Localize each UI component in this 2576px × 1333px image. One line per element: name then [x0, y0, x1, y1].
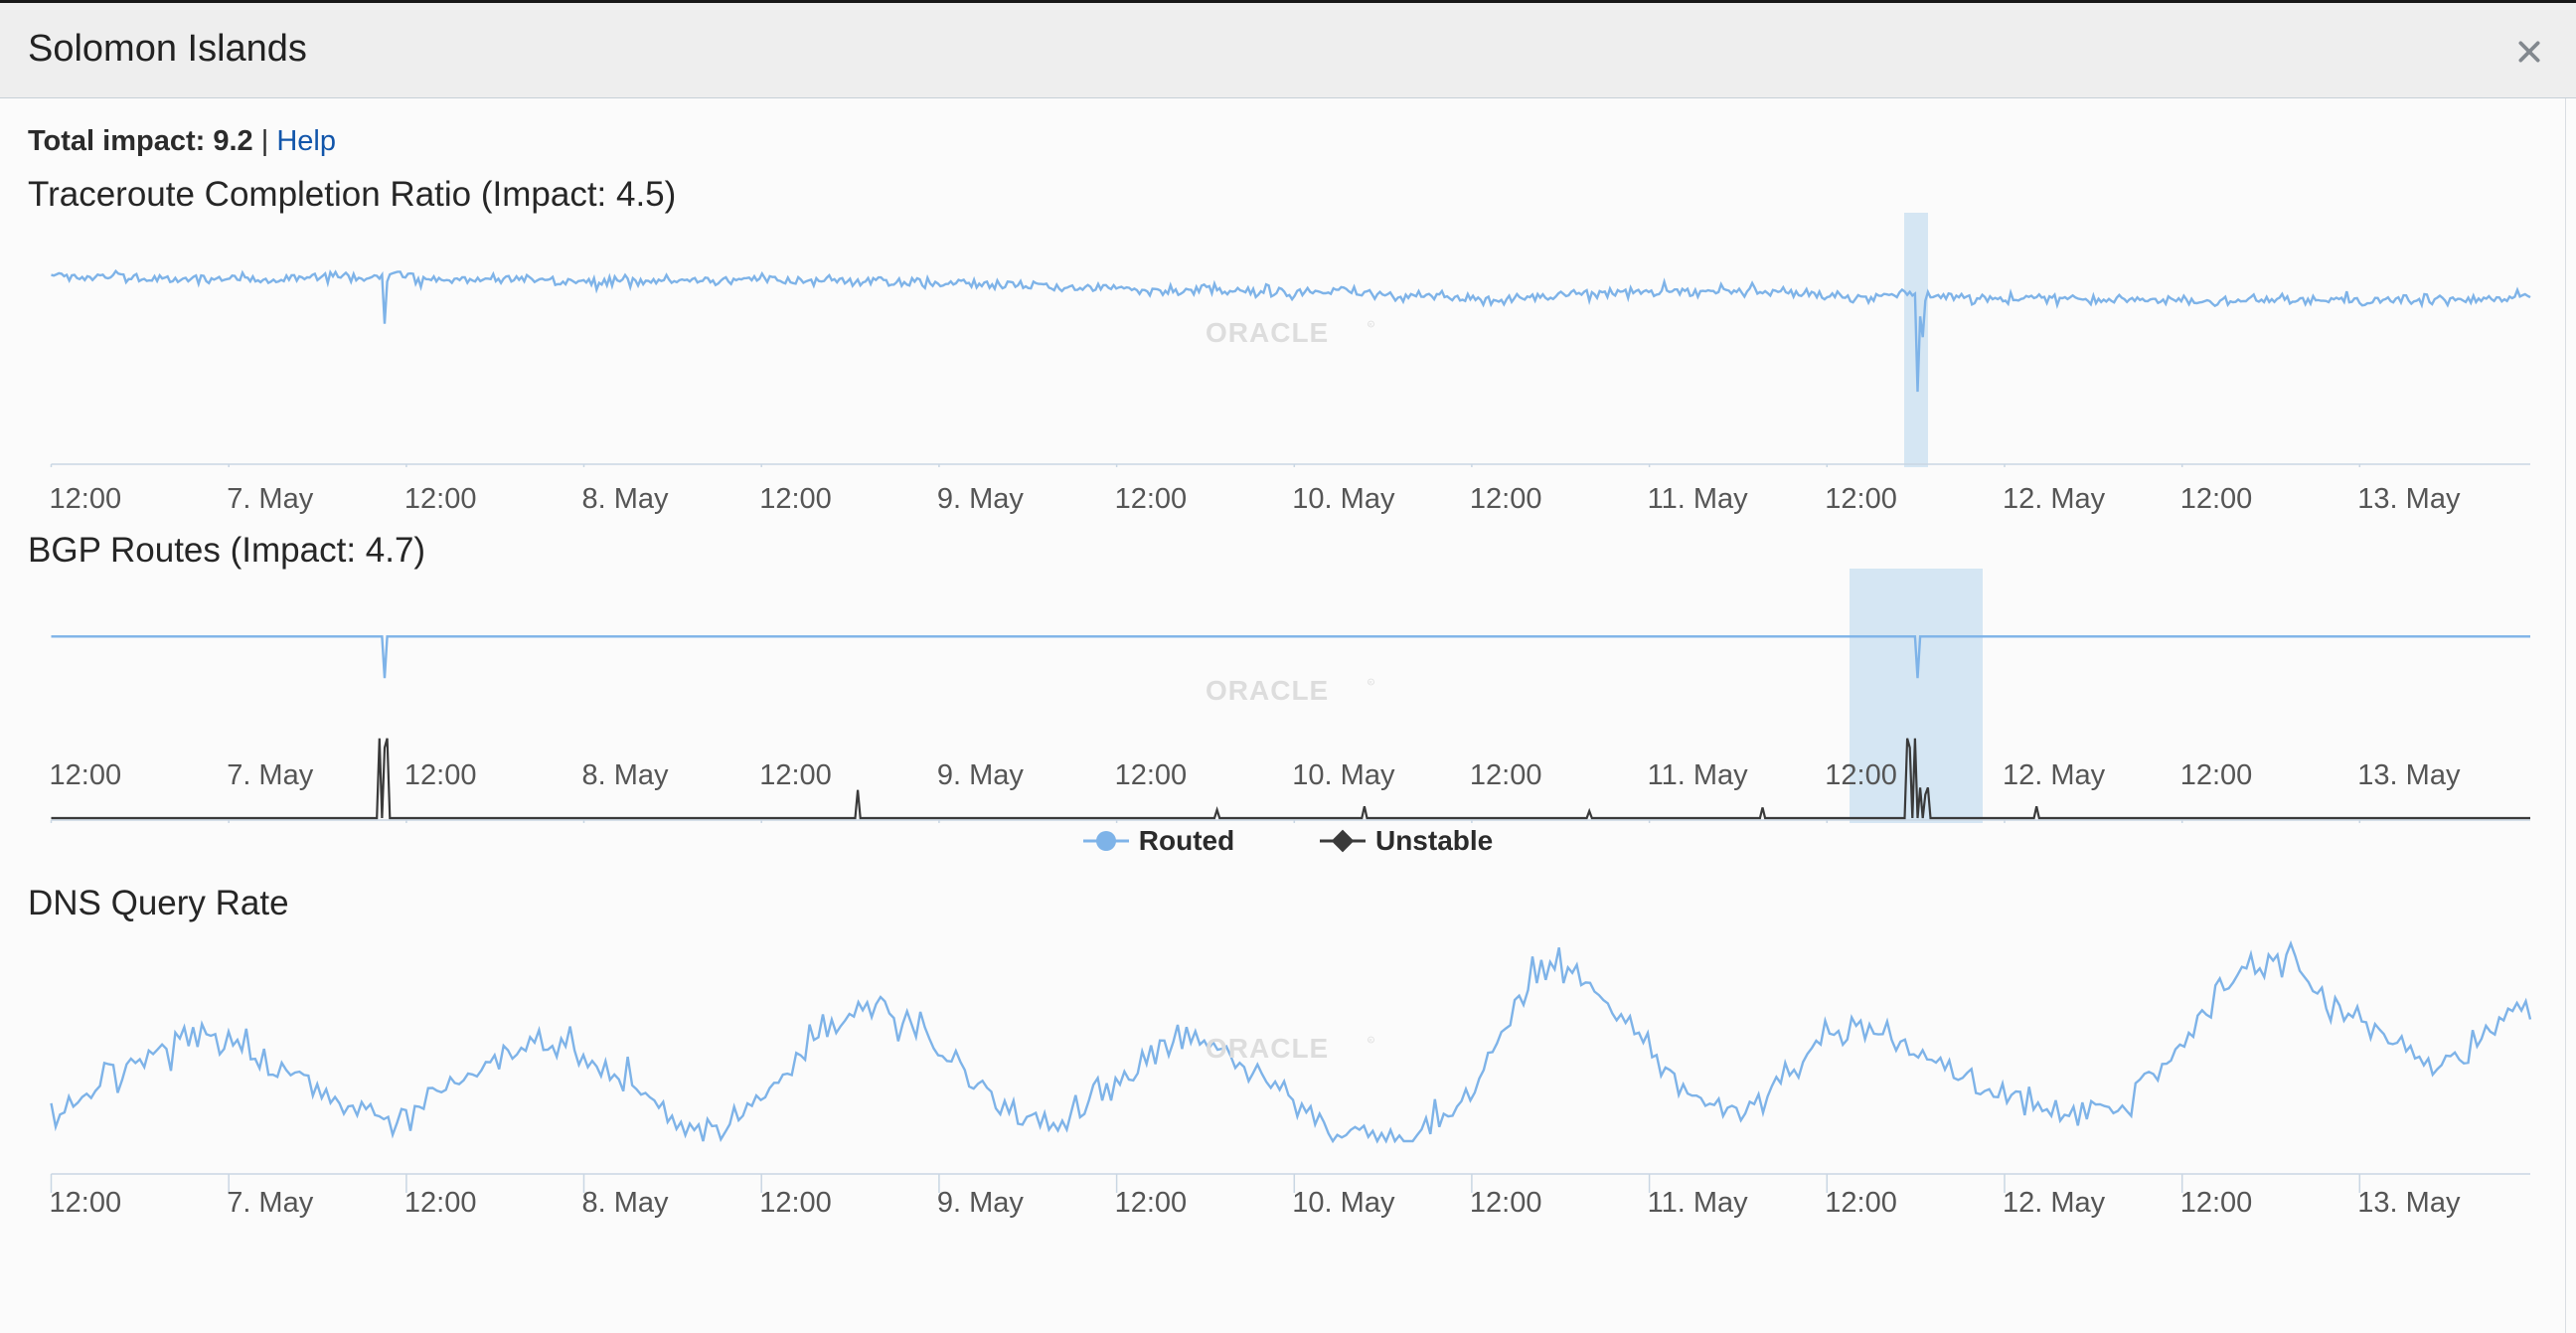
- svg-text:ORACLE: ORACLE: [1206, 1034, 1329, 1064]
- svg-text:ORACLE: ORACLE: [1206, 318, 1329, 348]
- svg-text:ORACLE: ORACLE: [1206, 676, 1329, 706]
